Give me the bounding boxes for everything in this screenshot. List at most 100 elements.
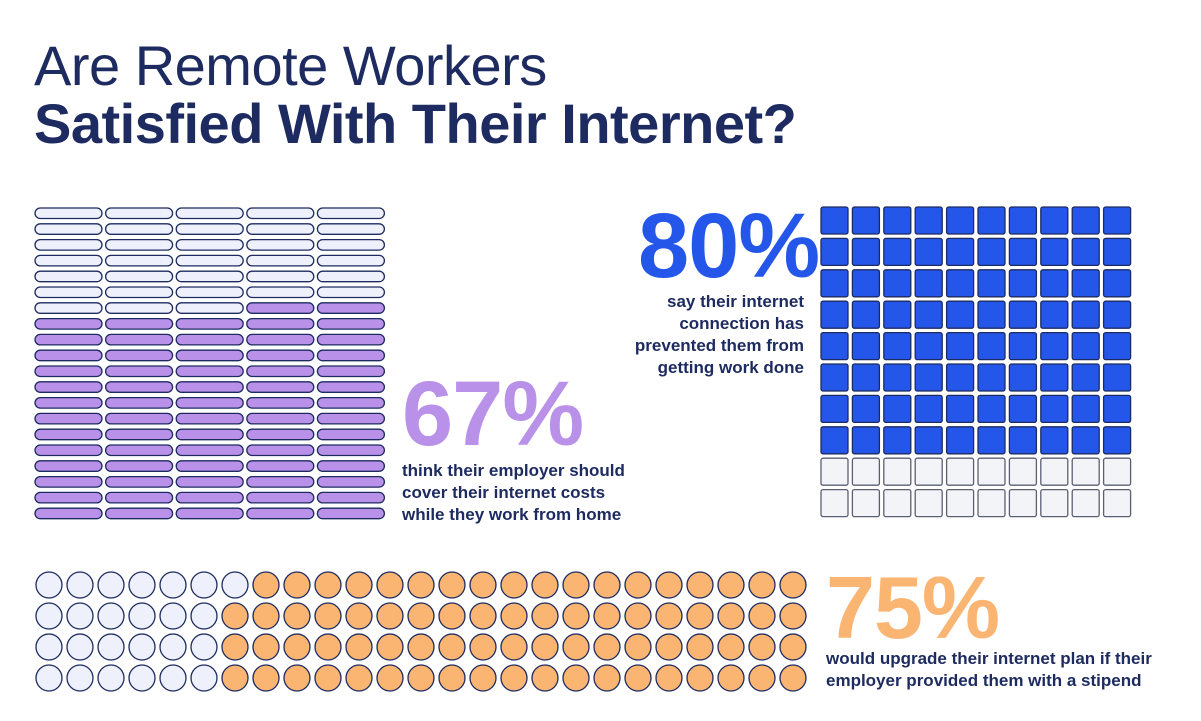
waffle-square-empty bbox=[914, 488, 943, 518]
waffle-circle-empty bbox=[190, 602, 218, 630]
caption-line: would upgrade their internet plan if the… bbox=[826, 649, 1152, 668]
waffle-square-filled bbox=[914, 426, 943, 455]
waffle-chart-squares bbox=[820, 206, 1132, 518]
waffle-circle-empty bbox=[66, 633, 94, 661]
caption-line: think their employer should bbox=[402, 461, 625, 480]
waffle-bar-filled bbox=[246, 396, 315, 409]
waffle-circle-filled bbox=[345, 664, 373, 692]
waffle-square-filled bbox=[883, 331, 912, 361]
waffle-square-filled bbox=[1040, 426, 1069, 455]
waffle-bar-filled bbox=[34, 428, 103, 441]
waffle-bar-filled bbox=[246, 460, 315, 472]
waffle-circle-filled bbox=[438, 664, 466, 692]
waffle-square-filled bbox=[1071, 426, 1100, 455]
waffle-bar-empty bbox=[175, 238, 244, 251]
waffle-square-filled bbox=[914, 237, 943, 267]
waffle-square-empty bbox=[883, 457, 912, 486]
waffle-bar-filled bbox=[104, 365, 174, 378]
waffle-circle-filled bbox=[345, 602, 373, 630]
waffle-square-empty bbox=[851, 488, 881, 518]
waffle-square-filled bbox=[820, 363, 849, 392]
waffle-bar-empty bbox=[104, 270, 174, 283]
waffle-square-filled bbox=[883, 394, 912, 424]
waffle-square-filled bbox=[1071, 206, 1100, 235]
waffle-circle-filled bbox=[252, 664, 280, 692]
waffle-circle-filled bbox=[500, 571, 528, 599]
waffle-bar-filled bbox=[175, 317, 244, 330]
waffle-bar-filled bbox=[246, 444, 315, 457]
waffle-square-filled bbox=[1008, 363, 1038, 392]
waffle-bar-empty bbox=[175, 254, 244, 267]
waffle-circle-empty bbox=[97, 571, 125, 599]
waffle-square-empty bbox=[820, 488, 849, 518]
waffle-circle-empty bbox=[159, 602, 187, 630]
waffle-square-empty bbox=[1071, 488, 1100, 518]
percent-label-67: 67% bbox=[402, 363, 584, 465]
waffle-bar-filled bbox=[246, 302, 315, 314]
waffle-circle-filled bbox=[376, 602, 404, 630]
caption-line: getting work done bbox=[657, 358, 804, 377]
waffle-bar-empty bbox=[34, 238, 103, 251]
waffle-bar-filled bbox=[34, 460, 103, 472]
waffle-chart-circles bbox=[35, 571, 807, 692]
waffle-bar-empty bbox=[104, 238, 174, 251]
waffle-circle-filled bbox=[624, 664, 652, 692]
waffle-bar-filled bbox=[246, 317, 315, 330]
waffle-square-filled bbox=[851, 363, 881, 392]
waffle-circle-filled bbox=[252, 602, 280, 630]
waffle-square-empty bbox=[1008, 488, 1038, 518]
waffle-square-filled bbox=[883, 269, 912, 298]
caption-line: connection has bbox=[679, 314, 804, 333]
percent-label-75: 75% bbox=[826, 558, 1000, 657]
waffle-square-filled bbox=[914, 269, 943, 298]
waffle-square-filled bbox=[851, 394, 881, 424]
waffle-circle-empty bbox=[128, 602, 156, 630]
caption-line: while they work from home bbox=[402, 505, 622, 524]
waffle-square-filled bbox=[977, 206, 1006, 235]
waffle-circle-filled bbox=[345, 633, 373, 661]
waffle-bar-filled bbox=[104, 333, 174, 346]
waffle-circle-filled bbox=[469, 571, 497, 599]
waffle-bar-filled bbox=[104, 396, 174, 409]
waffle-circle-filled bbox=[686, 633, 714, 661]
waffle-square-filled bbox=[1071, 331, 1100, 361]
waffle-square-filled bbox=[945, 206, 975, 235]
waffle-bar-empty bbox=[175, 207, 244, 220]
waffle-bar-filled bbox=[316, 333, 386, 346]
waffle-square-filled bbox=[945, 331, 975, 361]
waffle-square-filled bbox=[851, 269, 881, 298]
waffle-circle-filled bbox=[376, 571, 404, 599]
waffle-circle-empty bbox=[190, 571, 218, 599]
waffle-square-empty bbox=[977, 488, 1006, 518]
waffle-bar-empty bbox=[104, 302, 174, 314]
waffle-bar-empty bbox=[246, 238, 315, 251]
waffle-circle-filled bbox=[376, 664, 404, 692]
waffle-square-filled bbox=[820, 269, 849, 298]
waffle-bar-filled bbox=[34, 444, 103, 457]
waffle-square-filled bbox=[977, 394, 1006, 424]
waffle-square-empty bbox=[914, 457, 943, 486]
waffle-bar-filled bbox=[104, 460, 174, 472]
waffle-circle-filled bbox=[438, 571, 466, 599]
waffle-square-filled bbox=[1102, 237, 1132, 267]
waffle-square-filled bbox=[977, 269, 1006, 298]
waffle-circle-filled bbox=[438, 602, 466, 630]
waffle-square-empty bbox=[1102, 488, 1132, 518]
waffle-bar-filled bbox=[34, 317, 103, 330]
waffle-square-filled bbox=[945, 426, 975, 455]
waffle-circle-empty bbox=[159, 664, 187, 692]
caption-line: employer provided them with a stipend bbox=[826, 671, 1142, 690]
waffle-square-filled bbox=[1040, 269, 1069, 298]
waffle-square-filled bbox=[883, 206, 912, 235]
waffle-circle-filled bbox=[221, 602, 249, 630]
waffle-circle-filled bbox=[469, 633, 497, 661]
waffle-bar-filled bbox=[104, 428, 174, 441]
waffle-square-filled bbox=[1102, 269, 1132, 298]
waffle-circle-empty bbox=[128, 664, 156, 692]
waffle-bar-empty bbox=[316, 270, 386, 283]
waffle-circle-filled bbox=[438, 633, 466, 661]
waffle-circle-filled bbox=[500, 633, 528, 661]
waffle-bar-empty bbox=[246, 223, 315, 235]
caption-80: say their internet connection has preven… bbox=[635, 291, 804, 379]
waffle-bar-empty bbox=[316, 207, 386, 220]
